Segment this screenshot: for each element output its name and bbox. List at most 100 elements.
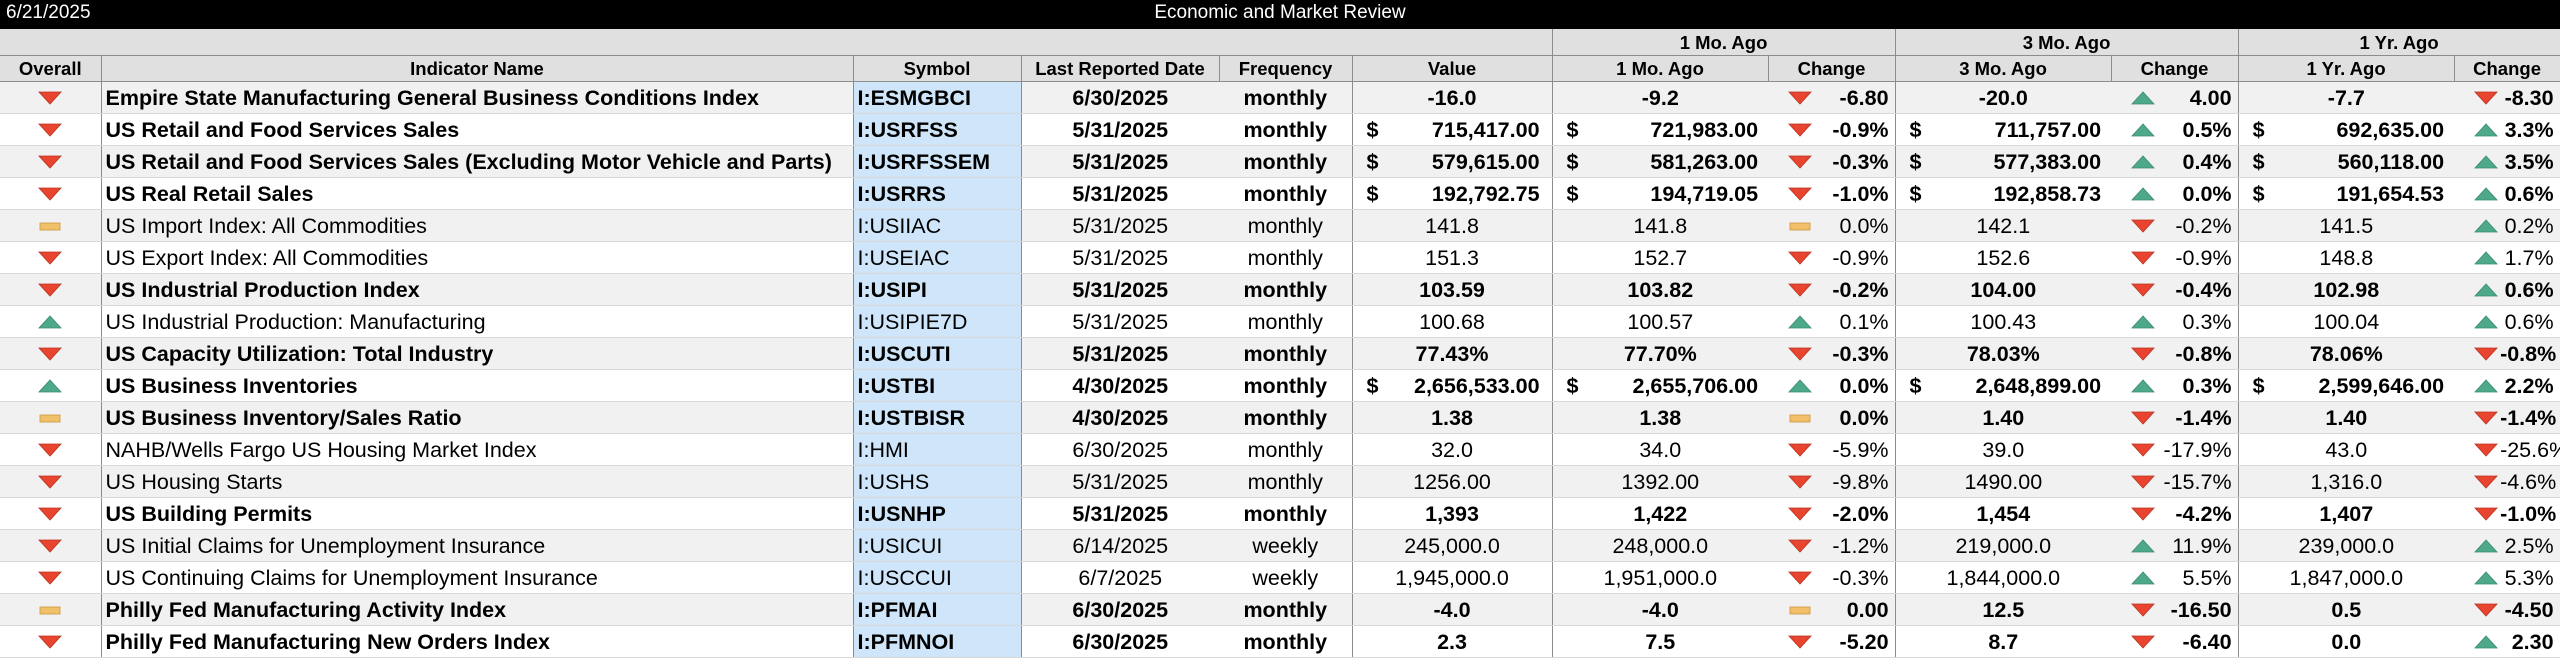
table-row[interactable]: US Continuing Claims for Unemployment In… bbox=[0, 561, 2560, 594]
mo3-cell: 100.43 bbox=[1895, 305, 2112, 338]
col-header-symbol[interactable]: Symbol bbox=[853, 55, 1022, 82]
symbol-cell[interactable]: I:USIIAC bbox=[852, 209, 1022, 242]
y1-value: 100.04 bbox=[2313, 309, 2380, 334]
symbol-cell[interactable]: I:USNHP bbox=[852, 497, 1022, 530]
down-arrow-icon bbox=[2129, 635, 2157, 649]
down-arrow-icon bbox=[1786, 475, 1814, 489]
table-row[interactable]: US Capacity Utilization: Total Industry I… bbox=[0, 337, 2560, 370]
down-arrow-icon bbox=[2129, 251, 2157, 265]
change-value: -17.9% bbox=[2163, 437, 2232, 462]
m3-value: 78.03% bbox=[1966, 341, 2040, 366]
yr1-change-cell: 5.3% bbox=[2454, 561, 2560, 594]
change-value: 0.3% bbox=[2182, 373, 2232, 398]
down-arrow-icon bbox=[1786, 251, 1814, 265]
symbol-cell[interactable]: I:USICUI bbox=[852, 529, 1022, 562]
indicator-name[interactable]: US Industrial Production Index bbox=[101, 273, 853, 306]
indicator-name[interactable]: US Continuing Claims for Unemployment In… bbox=[101, 561, 853, 594]
symbol-cell[interactable]: I:USHS bbox=[852, 465, 1022, 498]
flat-bar-icon bbox=[1786, 411, 1814, 425]
table-row[interactable]: US Business Inventories I:USTBI 4/30/2025 m… bbox=[0, 369, 2560, 402]
indicator-name[interactable]: Empire State Manufacturing General Busin… bbox=[101, 81, 853, 114]
indicator-name[interactable]: US Import Index: All Commodities bbox=[101, 209, 853, 242]
col-header-1yr-change[interactable]: Change bbox=[2454, 55, 2560, 82]
symbol-cell[interactable]: I:USRRS bbox=[852, 177, 1022, 210]
table-row[interactable]: US Industrial Production Index I:USIPI 5/3… bbox=[0, 273, 2560, 306]
table-row[interactable]: Empire State Manufacturing General Busin… bbox=[0, 81, 2560, 114]
symbol-cell[interactable]: I:PFMNOI bbox=[852, 625, 1022, 658]
symbol-cell[interactable]: I:USIPIE7D bbox=[852, 305, 1022, 338]
indicator-name[interactable]: US Business Inventory/Sales Ratio bbox=[101, 401, 853, 434]
col-header-frequency[interactable]: Frequency bbox=[1219, 55, 1353, 82]
col-header-1yr[interactable]: 1 Yr. Ago bbox=[2238, 55, 2455, 82]
up-arrow-icon bbox=[2472, 538, 2500, 553]
col-header-3mo-change[interactable]: Change bbox=[2111, 55, 2239, 82]
frequency-cell: monthly bbox=[1219, 337, 1353, 370]
value-cell: 141.8 bbox=[1352, 209, 1553, 242]
down-arrow-icon bbox=[2472, 603, 2500, 617]
table-row[interactable]: US Building Permits I:USNHP 5/31/2025 month… bbox=[0, 497, 2560, 530]
col-header-value[interactable]: Value bbox=[1352, 55, 1553, 82]
symbol-cell[interactable]: I:USCCUI bbox=[852, 561, 1022, 594]
col-header-1mo-change[interactable]: Change bbox=[1768, 55, 1896, 82]
table-row[interactable]: US Import Index: All Commodities I:USIIAC… bbox=[0, 209, 2560, 242]
down-arrow-icon bbox=[36, 571, 64, 585]
col-header-1mo[interactable]: 1 Mo. Ago bbox=[1552, 55, 1769, 82]
change-value: 0.6% bbox=[2504, 309, 2554, 334]
symbol-cell[interactable]: I:PFMAI bbox=[852, 593, 1022, 626]
indicator-name[interactable]: US Business Inventories bbox=[101, 369, 853, 402]
table-row[interactable]: US Initial Claims for Unemployment Insur… bbox=[0, 529, 2560, 562]
value-cell: 151.3 bbox=[1352, 241, 1553, 274]
table-row[interactable]: US Housing Starts I:USHS 5/31/2025 monthly 1… bbox=[0, 465, 2560, 498]
value-cell: 103.59 bbox=[1352, 273, 1553, 306]
mo1-cell: 152.7 bbox=[1552, 241, 1769, 274]
frequency-cell: monthly bbox=[1219, 241, 1353, 274]
frequency-cell: monthly bbox=[1219, 497, 1353, 530]
col-header-indicator-name[interactable]: Indicator Name bbox=[101, 55, 854, 82]
symbol-cell[interactable]: I:USRFSS bbox=[852, 113, 1022, 146]
indicator-name[interactable]: US Industrial Production: Manufacturing bbox=[101, 305, 853, 338]
m3-value: 8.7 bbox=[1988, 629, 2019, 654]
col-header-last-reported[interactable]: Last Reported Date bbox=[1021, 55, 1220, 82]
table-row[interactable]: US Retail and Food Services Sales I:USRFS… bbox=[0, 113, 2560, 146]
table-row[interactable]: US Real Retail Sales I:USRRS 5/31/2025 mont… bbox=[0, 177, 2560, 210]
last-reported-date: 4/30/2025 bbox=[1021, 401, 1219, 434]
symbol-cell[interactable]: I:USTBI bbox=[852, 369, 1022, 402]
indicator-name[interactable]: Philly Fed Manufacturing Activity Index bbox=[101, 593, 853, 626]
down-arrow-icon bbox=[2472, 347, 2500, 361]
value-value: 2,656,533.00 bbox=[1413, 373, 1540, 398]
table-row[interactable]: US Export Index: All Commodities I:USEIAC… bbox=[0, 241, 2560, 274]
indicator-name[interactable]: US Housing Starts bbox=[101, 465, 853, 498]
indicator-name[interactable]: US Building Permits bbox=[101, 497, 853, 530]
indicator-name[interactable]: US Retail and Food Services Sales (Exclu… bbox=[101, 145, 853, 178]
table-row[interactable]: NAHB/Wells Fargo US Housing Market Index… bbox=[0, 433, 2560, 466]
mo3-cell: 104.00 bbox=[1895, 273, 2112, 306]
indicator-name[interactable]: US Retail and Food Services Sales bbox=[101, 113, 853, 146]
symbol-cell[interactable]: I:USTBISR bbox=[852, 401, 1022, 434]
symbol-cell[interactable]: I:ESMGBCI bbox=[852, 81, 1022, 114]
value-value: 32.0 bbox=[1431, 437, 1473, 462]
overall-indicator bbox=[0, 273, 102, 306]
yr1-change-cell: -8.30 bbox=[2454, 81, 2560, 114]
indicator-name[interactable]: US Real Retail Sales bbox=[101, 177, 853, 210]
symbol-cell[interactable]: I:USCUTI bbox=[852, 337, 1022, 370]
yr1-change-cell: 0.6% bbox=[2454, 273, 2560, 306]
col-header-3mo[interactable]: 3 Mo. Ago bbox=[1895, 55, 2112, 82]
mo1-change-cell: 0.0% bbox=[1768, 401, 1896, 434]
symbol-cell[interactable]: I:USIPI bbox=[852, 273, 1022, 306]
last-reported-date: 5/31/2025 bbox=[1021, 177, 1219, 210]
table-row[interactable]: US Industrial Production: Manufacturing I… bbox=[0, 305, 2560, 338]
table-row[interactable]: Philly Fed Manufacturing Activity Index I… bbox=[0, 593, 2560, 626]
symbol-cell[interactable]: I:USRFSSEM bbox=[852, 145, 1022, 178]
symbol-cell[interactable]: I:USEIAC bbox=[852, 241, 1022, 274]
indicator-name[interactable]: NAHB/Wells Fargo US Housing Market Index bbox=[101, 433, 853, 466]
mo3-change-cell: 0.0% bbox=[2111, 177, 2239, 210]
indicator-name[interactable]: US Capacity Utilization: Total Industry bbox=[101, 337, 853, 370]
value-value: 151.3 bbox=[1425, 245, 1479, 270]
col-header-overall[interactable]: Overall bbox=[0, 55, 102, 82]
indicator-name[interactable]: US Export Index: All Commodities bbox=[101, 241, 853, 274]
table-row[interactable]: US Retail and Food Services Sales (Exclu… bbox=[0, 145, 2560, 178]
m3-value: 104.00 bbox=[1970, 277, 2037, 302]
table-row[interactable]: US Business Inventory/Sales Ratio I:USTBI… bbox=[0, 401, 2560, 434]
indicator-name[interactable]: US Initial Claims for Unemployment Insur… bbox=[101, 529, 853, 562]
symbol-cell[interactable]: I:HMI bbox=[852, 433, 1022, 466]
